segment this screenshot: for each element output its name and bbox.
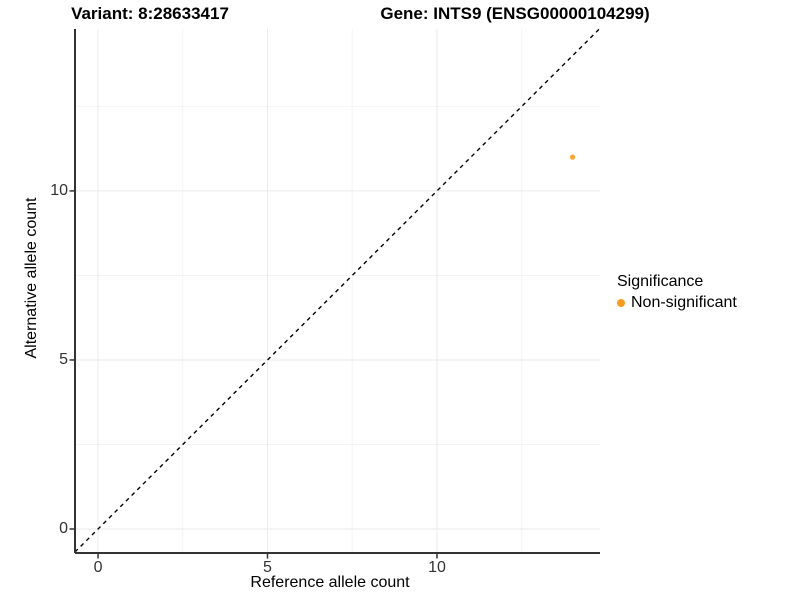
legend-point-icon [617,299,625,307]
y-axis-label: Alternative allele count [23,197,40,359]
plot-canvas [69,28,600,559]
data-point [569,154,576,160]
plot-panel [69,28,600,559]
x-tick-label: 0 [93,559,103,576]
legend-items: Non-significant [617,294,737,312]
y-tick-label: 5 [59,350,68,368]
legend: Significance Non-significant [617,272,737,312]
y-tick-label: 10 [50,181,68,199]
x-axis-label: Reference allele count [250,574,410,591]
plot-title-variant: Variant: 8:28633417 [71,4,229,23]
legend-item-label: Non-significant [631,294,737,311]
y-tick-label: 0 [59,519,68,537]
identity-reference-line [74,28,600,553]
legend-title: Significance [617,273,704,290]
plot-title-gene: Gene: INTS9 (ENSG00000104299) [380,4,650,23]
x-tick-label: 10 [428,559,446,576]
x-tick-label: 5 [263,559,272,576]
legend-item: Non-significant [617,294,737,312]
